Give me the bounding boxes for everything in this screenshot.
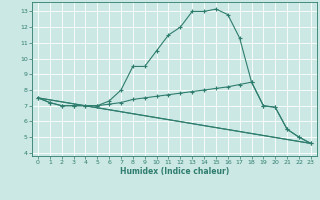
X-axis label: Humidex (Indice chaleur): Humidex (Indice chaleur)	[120, 167, 229, 176]
